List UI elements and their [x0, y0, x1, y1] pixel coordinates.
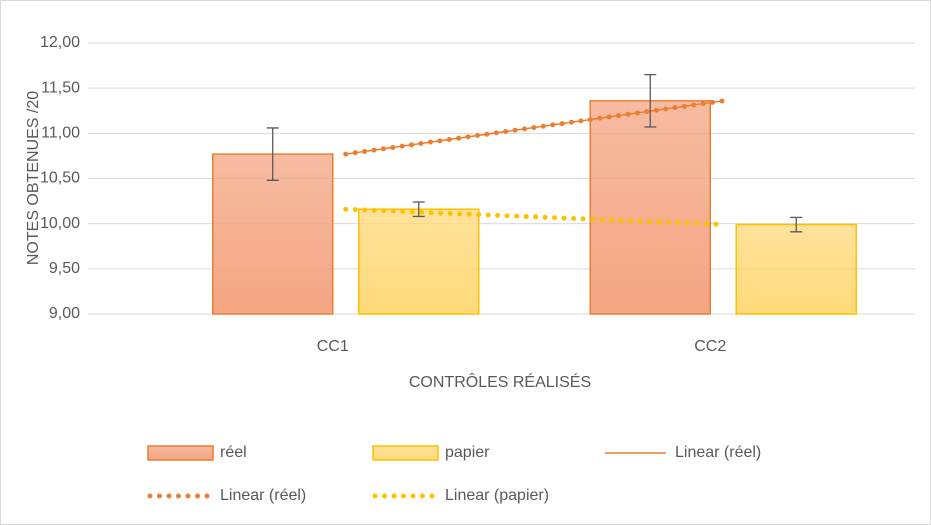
legend-label: Linear (réel) — [675, 444, 761, 461]
y-tick-label: 11,00 — [41, 125, 80, 142]
y-tick-label: 9,50 — [49, 260, 80, 277]
x-axis-label: CONTRÔLES RÉALISÉS — [409, 372, 591, 391]
y-tick-label: 10,50 — [40, 170, 80, 187]
x-tick-label: CC2 — [694, 338, 726, 355]
legend-label: Linear (papier) — [445, 487, 549, 504]
error-bar — [644, 73, 657, 128]
y-axis-label: NOTES OBTENUES /20 — [25, 91, 42, 265]
legend-label: Linear (réel) — [220, 487, 306, 504]
legend-swatch — [147, 445, 214, 461]
trendline — [343, 206, 726, 228]
y-tick-label: 11,50 — [41, 79, 80, 96]
bar — [589, 100, 711, 315]
y-tick-label: 12,00 — [40, 34, 80, 51]
error-bar — [790, 216, 803, 233]
error-bar — [266, 127, 279, 181]
error-bar — [412, 201, 425, 218]
y-tick-label: 10,00 — [40, 215, 80, 232]
legend-swatch — [372, 445, 439, 461]
y-tick-label: 9,00 — [49, 305, 80, 322]
bar — [358, 208, 480, 315]
bar — [735, 223, 857, 315]
legend-label: papier — [445, 444, 490, 461]
legend-label: réel — [220, 444, 247, 461]
x-tick-label: CC1 — [317, 338, 349, 355]
trendline — [343, 98, 726, 157]
